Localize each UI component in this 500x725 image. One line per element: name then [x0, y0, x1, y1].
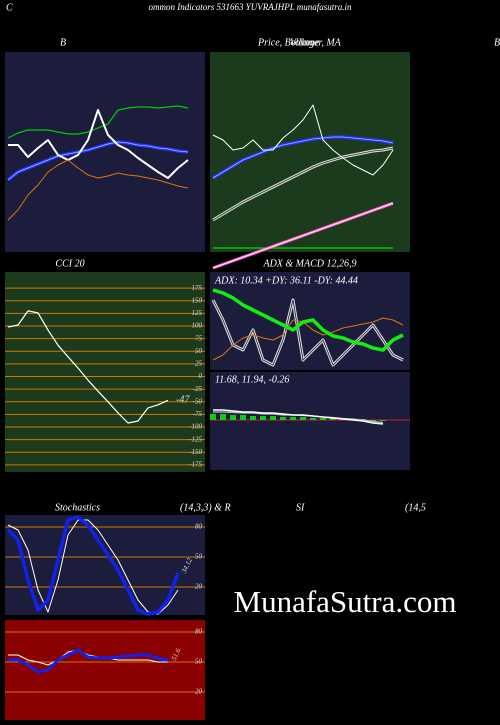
y-tick-label: 80: [195, 523, 203, 531]
panel-subtitle: (14,5: [405, 502, 426, 513]
y-tick-label: -50: [193, 397, 203, 405]
bar: [380, 420, 386, 421]
page-title: ommon Indicators 531663 YUVRAJHPL munafa…: [148, 2, 352, 12]
y-tick-label: 25: [195, 360, 203, 368]
y-tick-label: 0: [199, 372, 203, 380]
y-tick-label: 125: [192, 309, 203, 317]
y-tick-label: -75: [193, 410, 203, 418]
right-label: B: [494, 37, 500, 48]
watermark: MunafaSutra.com: [234, 584, 457, 619]
line: [8, 649, 168, 666]
bar: [320, 418, 326, 420]
line: [8, 109, 189, 179]
line-inner: [212, 147, 394, 221]
y-tick-label: 75: [195, 334, 203, 342]
bar: [220, 414, 226, 420]
bar: [240, 415, 246, 420]
bar: [280, 417, 286, 420]
line: [7, 105, 189, 139]
y-tick-label: 50: [195, 347, 203, 355]
panel-subtitle: ADX: 10.34 +DY: 36.11 -DY: 44.44: [214, 275, 358, 286]
y-tick-label: 150: [192, 296, 203, 304]
corner-label: C: [6, 2, 13, 13]
y-tick-label: 50: [195, 553, 203, 561]
bar: [330, 418, 336, 420]
panel: [210, 52, 410, 252]
y-tick-label: 175: [192, 284, 203, 292]
y-tick-label: -25: [193, 385, 203, 393]
line-inner: [212, 136, 394, 179]
panel-title: ADX & MACD 12,26,9: [262, 258, 356, 269]
line: [8, 648, 169, 674]
y-tick-label: -100: [189, 423, 202, 431]
y-tick-label: 20: [195, 688, 203, 696]
line: [7, 159, 189, 221]
line: [7, 310, 169, 424]
bar: [310, 418, 316, 420]
line: [212, 104, 394, 176]
line-inner: [212, 299, 404, 366]
panel-subtitle: (14,3,3) & R: [180, 502, 231, 513]
y-tick-label: 50: [195, 658, 203, 666]
panel: [5, 620, 205, 720]
bar: [300, 417, 306, 420]
y-tick-label: -125: [189, 435, 202, 443]
panel-subtitle: Volume: [290, 37, 320, 48]
panel-title: Price, Bollinger, MA: [257, 37, 342, 48]
line-inner: [7, 141, 189, 181]
panel-title: Stochastics: [55, 502, 100, 513]
panel: [210, 372, 410, 470]
bar: [230, 415, 236, 420]
bar: [210, 414, 216, 420]
y-tick-label: -175: [189, 461, 202, 469]
bar: [250, 416, 256, 420]
bar: [270, 416, 276, 420]
panel: [5, 272, 205, 472]
panel-title: SI: [296, 502, 305, 513]
line: [6, 515, 180, 616]
panel: [5, 515, 205, 615]
y-tick-label: -150: [189, 448, 202, 456]
panel-title: CCI 20: [55, 258, 84, 269]
value-label: -47: [176, 395, 190, 406]
panel-title: 11.68, 11.94, -0.26: [215, 374, 289, 385]
y-tick-label: 20: [195, 583, 203, 591]
panel-title: B: [60, 37, 66, 48]
bar: [260, 416, 266, 420]
y-tick-label: 80: [195, 628, 203, 636]
bar: [370, 420, 376, 421]
line: [213, 409, 384, 425]
line: [212, 288, 404, 352]
line-inner: [212, 202, 394, 269]
line: [212, 317, 404, 361]
panel: [5, 52, 205, 252]
bar: [290, 417, 296, 420]
y-tick-label: 100: [192, 322, 203, 330]
